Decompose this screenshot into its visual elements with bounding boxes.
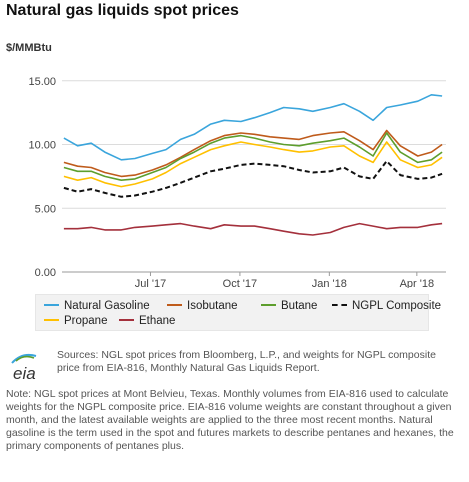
legend-swatch <box>261 303 276 306</box>
legend-item-ethane[interactable]: Ethane <box>119 315 175 327</box>
source-note: Sources: NGL spot prices from Bloomberg,… <box>57 349 436 374</box>
legend-swatch <box>119 318 134 321</box>
legend-swatch <box>332 303 347 306</box>
series-line-ethane <box>63 222 443 236</box>
x-tick-label: Apr '18 <box>400 278 435 288</box>
x-tick-label: Oct '17 <box>223 278 258 288</box>
series-line-ngpl-composite <box>63 160 443 198</box>
chart-note: Note: NGL spot prices at Mont Belvieu, T… <box>6 388 454 452</box>
legend-item-propane[interactable]: Propane <box>44 315 107 327</box>
series-line-natural-gasoline <box>63 93 443 161</box>
series-line-butane <box>63 132 443 181</box>
legend-item-natural-gasoline[interactable]: Natural Gasoline <box>44 300 150 312</box>
y-axis-unit-label: $/MMBtu <box>6 42 52 54</box>
legend-item-isobutane[interactable]: Isobutane <box>167 300 238 312</box>
y-tick-label: 15.00 <box>28 76 56 88</box>
legend-item-butane[interactable]: Butane <box>261 300 317 312</box>
legend-label: Natural Gasoline <box>64 300 150 312</box>
legend-label: Ethane <box>139 315 176 327</box>
legend-swatch <box>44 318 59 321</box>
series-layer <box>63 93 443 236</box>
y-tick-label: 0.00 <box>35 267 56 279</box>
legend-swatch <box>167 303 182 306</box>
legend-label: Propane <box>64 315 108 327</box>
tick-layer: 0.00 5.00 10.00 15.00 Jul '17 Oct '17 Jan '18 A… <box>28 76 434 288</box>
line-chart: 0.00 5.00 10.00 15.00 Jul '17 Oct '17 Jan '18 A… <box>28 76 446 288</box>
legend: Natural Gasoline Isobutane Butane NGPL Comp… <box>35 294 441 331</box>
legend-label: Butane <box>281 300 318 312</box>
x-tick-label: Jan '18 <box>312 278 347 288</box>
legend-label: NGPL Composite <box>352 300 442 312</box>
legend-label: Isobutane <box>187 300 238 312</box>
eia-logo: eia <box>11 353 37 383</box>
x-tick-label: Jul '17 <box>135 278 166 288</box>
series-line-isobutane <box>63 129 443 178</box>
legend-swatch <box>44 303 59 306</box>
legend-item-ngpl-composite[interactable]: NGPL Composite <box>332 300 441 312</box>
logo-text: eia <box>13 364 36 383</box>
series-line-propane <box>63 141 443 188</box>
y-tick-label: 10.00 <box>28 140 56 152</box>
chart-title: Natural gas liquids spot prices <box>6 2 239 19</box>
y-tick-label: 5.00 <box>35 203 56 215</box>
